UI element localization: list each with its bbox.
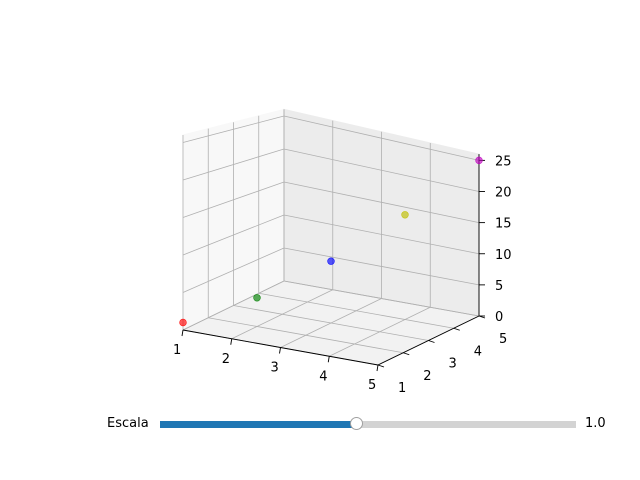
y-tick-label: 3: [449, 357, 457, 372]
scale-slider-track[interactable]: [160, 421, 576, 428]
axis-line: [327, 356, 330, 363]
z-tick-label: 20: [495, 186, 512, 201]
axis-line: [230, 338, 233, 345]
x-tick-labels: 1 2 3 4 5: [173, 343, 376, 393]
scale-slider-fill: [160, 421, 358, 428]
grid-line: [283, 247, 480, 286]
slider-value: 1.0: [585, 416, 606, 431]
grid-line: [208, 317, 404, 354]
grid-line: [233, 305, 429, 341]
data-point: [475, 156, 483, 165]
x-tick-label: 2: [222, 352, 230, 367]
y-tick-label: 4: [474, 344, 482, 359]
y-tick-label: 5: [499, 332, 507, 347]
grid-line: [182, 247, 285, 293]
data-point: [179, 318, 187, 327]
z-tick-label: 25: [495, 154, 512, 169]
grid-line: [182, 181, 285, 218]
axis-line: [428, 340, 435, 343]
z-tick-label: 10: [495, 248, 512, 263]
y-tick-labels: 1 2 3 4 5: [398, 332, 507, 396]
z-tick-label: 5: [495, 279, 503, 294]
axis-line: [181, 329, 184, 337]
grid-line: [283, 148, 480, 192]
grid-line: [283, 214, 480, 255]
grid-line: [283, 115, 480, 161]
axis-line: [403, 352, 410, 356]
axis-line: [453, 327, 460, 331]
grid-line: [283, 280, 480, 317]
axis-line: [377, 364, 385, 368]
z-tick-label: 0: [495, 310, 503, 325]
slider-label: Escala: [107, 416, 149, 431]
x-tick-label: 1: [173, 343, 181, 358]
axis-line: [376, 364, 379, 372]
data-points: [179, 156, 483, 327]
data-point: [253, 294, 261, 302]
y-tick-label: 1: [398, 381, 406, 396]
grid-line: [182, 148, 285, 181]
scale-slider-handle[interactable]: [350, 417, 364, 430]
data-point: [327, 257, 335, 265]
data-point: [401, 211, 409, 219]
z-tick-labels: 0 5 10 15 20 25: [495, 154, 512, 325]
tick-marks: [181, 154, 486, 372]
scatter-3d-plot[interactable]: 1 2 3 4 5 1 2 3 4 5 0 5 10 15 20 25: [0, 0, 640, 400]
z-tick-label: 15: [495, 217, 512, 232]
x-tick-label: 5: [368, 378, 376, 393]
x-tick-label: 4: [319, 369, 327, 384]
grid-line: [182, 115, 285, 143]
y-tick-label: 2: [423, 369, 431, 384]
grid-line: [258, 292, 454, 329]
x-tick-label: 3: [271, 361, 279, 376]
grid-line: [182, 214, 285, 256]
axis-line: [279, 347, 281, 354]
grid-line: [182, 280, 285, 331]
grid-line: [283, 181, 480, 224]
